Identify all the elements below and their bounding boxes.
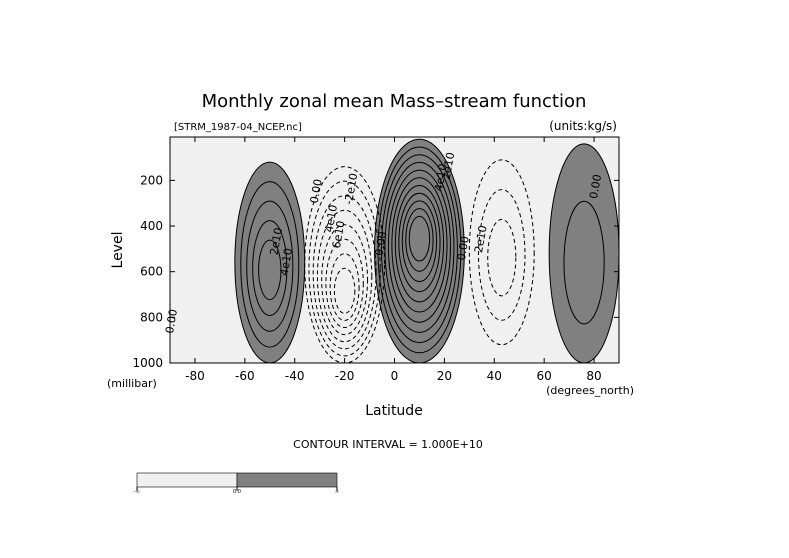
contour-line: [563, 200, 605, 325]
y-tick-label: 1000: [132, 356, 163, 370]
file-label: [STRM_1987-04_NCEP.nc]: [174, 122, 302, 133]
negative-cell-contours: [304, 166, 386, 363]
y-axis-title: Level: [110, 232, 126, 269]
contour-line: [329, 253, 360, 321]
negative-cell-contours: [468, 159, 535, 346]
contour-line: [308, 180, 381, 357]
contour-line: [333, 267, 356, 314]
colorbar-label-min: -∞: [134, 489, 140, 495]
positive-cell-contours: [234, 161, 306, 363]
chart-title: Monthly zonal mean Mass–stream function: [202, 91, 587, 112]
contour-label: 0.00: [373, 230, 390, 256]
contour-line: [398, 192, 441, 293]
x-unit-label: (degrees_north): [546, 384, 634, 397]
contour-line: [258, 239, 282, 301]
positive-cell-contours: [374, 138, 465, 363]
contour-line: [377, 146, 462, 354]
contour-line: [321, 224, 369, 336]
contour-line: [405, 208, 434, 272]
contour-label: 6e10: [330, 220, 348, 250]
contour-label: 0.00: [587, 173, 604, 199]
x-tick-label: -40: [285, 369, 305, 383]
contour-line: [394, 185, 445, 303]
y-tick-label: 400: [140, 219, 163, 233]
x-tick-label: -20: [335, 369, 355, 383]
contour-line: [487, 218, 517, 297]
contour-line: [374, 138, 465, 363]
x-tick-label: 60: [537, 369, 552, 383]
x-tick-label: 40: [487, 369, 502, 383]
contour-label: -2e10: [342, 172, 360, 206]
x-tick-label: 20: [437, 369, 452, 383]
y-unit-label: (millibar): [107, 377, 157, 390]
contour-line: [380, 154, 458, 344]
colorbar-positive: [236, 472, 338, 488]
contour-line: [391, 177, 448, 313]
contour-line: [252, 220, 288, 316]
contour-line: [468, 159, 535, 346]
contour-line: [246, 200, 294, 332]
colorbar-negative: [136, 472, 238, 488]
x-axis-title: Latitude: [365, 403, 423, 419]
contour-label: 4e10: [432, 163, 450, 193]
contour-line: [384, 161, 455, 333]
contour-line: [325, 238, 364, 329]
contour-line: [478, 189, 526, 321]
x-tick-label: 80: [586, 369, 601, 383]
contour-label: 4e10: [322, 204, 340, 234]
colorbar: -∞ 0.0 ∞: [134, 472, 339, 495]
contour-label: 0.00: [163, 308, 180, 334]
units-label: (units:kg/s): [549, 119, 617, 133]
plot-area: [170, 137, 619, 363]
contour-line: [240, 181, 300, 348]
x-tick-label: 0: [391, 369, 399, 383]
positive-cell-fill: [549, 143, 619, 363]
contour-label: 2e10: [267, 227, 285, 257]
contour-label: 2e10: [472, 224, 490, 254]
y-tick-label: 800: [140, 310, 163, 324]
positive-cell-fill: [234, 162, 305, 363]
y-tick-label: 600: [140, 265, 163, 279]
contour-label: 4e10: [277, 247, 295, 277]
contour-line: [387, 169, 451, 323]
contour-interval: CONTOUR INTERVAL = 1.000E+10: [293, 438, 483, 451]
colorbar-label-mid: 0.0: [233, 489, 241, 495]
contour-label: 0.00: [455, 235, 472, 261]
colorbar-label-max: ∞: [335, 489, 339, 495]
contour-label: 0.00: [308, 178, 325, 204]
positive-cell-fill: [374, 139, 465, 363]
contour-label: 2e10: [440, 151, 458, 181]
contour-line: [408, 215, 431, 262]
contour-line: [312, 195, 377, 350]
contour-line: [401, 200, 438, 282]
contour-line: [316, 209, 373, 343]
x-tick-label: -80: [185, 369, 205, 383]
x-tick-label: -60: [235, 369, 255, 383]
y-tick-label: 200: [140, 173, 163, 187]
